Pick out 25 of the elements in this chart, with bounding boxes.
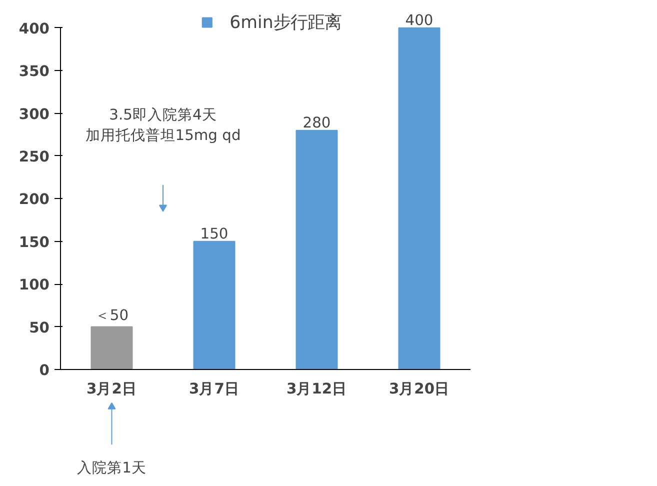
y-tick-label: 50 — [29, 319, 50, 336]
annotation: 加用托伐普坦15mg qd — [85, 127, 241, 144]
x-tick-label: 3月12日 — [286, 380, 348, 398]
bar — [398, 27, 440, 370]
y-tick-label: 100 — [18, 276, 50, 294]
data-label: 150 — [200, 225, 228, 242]
data-label: 280 — [302, 114, 331, 132]
bar — [90, 326, 133, 370]
data-label: ＜50 — [94, 306, 129, 324]
x-tick-label: 3月7日 — [189, 380, 240, 398]
bar — [193, 240, 236, 370]
y-tick-label: 150 — [18, 234, 50, 251]
y-tick-label: 300 — [18, 106, 50, 123]
annotation: 3.5即入院第4天 — [109, 106, 217, 124]
y-tick-label: 350 — [18, 63, 50, 80]
y-tick-label: 0 — [39, 362, 50, 379]
x-tick-label: 3月2日 — [86, 380, 137, 398]
legend-label: 6min步行距离 — [230, 12, 342, 34]
text: 入院第1天 — [77, 460, 146, 476]
y-tick-label: 400 — [18, 20, 50, 38]
bar — [296, 130, 338, 370]
y-tick-label: 200 — [18, 191, 50, 208]
data-label: 400 — [405, 12, 434, 29]
x-tick-label: 3月20日 — [388, 380, 450, 398]
y-tick-label: 250 — [18, 148, 50, 166]
